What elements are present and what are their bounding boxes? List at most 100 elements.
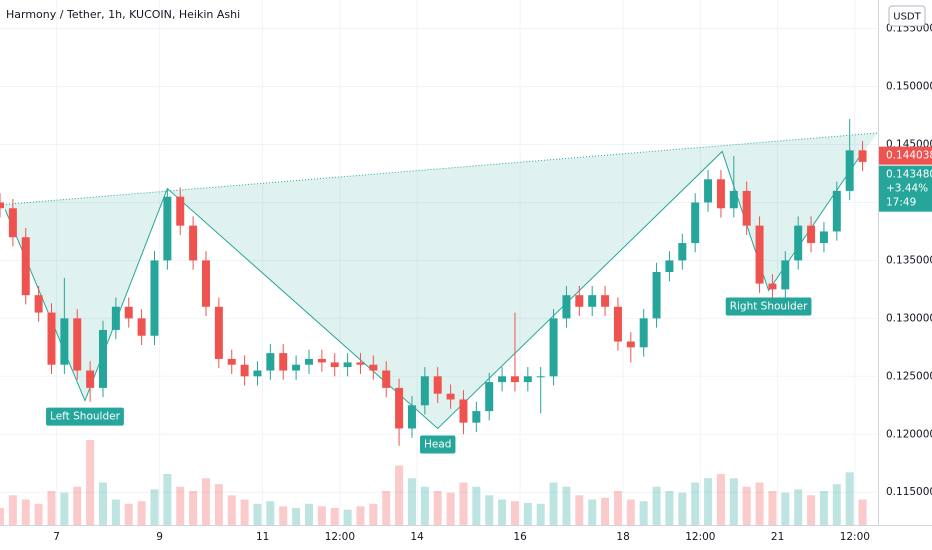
y-tick-label: 0.115000 [886, 486, 932, 498]
candle-body [639, 318, 648, 348]
volume-bar [356, 506, 365, 525]
volume-bar [150, 489, 159, 525]
volume-bar [214, 484, 223, 525]
volume-bar [704, 478, 713, 525]
candle-body [266, 353, 275, 371]
candle-body [21, 237, 30, 296]
candle-body [498, 376, 507, 383]
price-tag-label: 0.144038 [886, 150, 932, 162]
y-tick-label: 0.135000 [886, 254, 932, 266]
volume-bar [601, 497, 610, 525]
candle-body [137, 318, 146, 336]
x-tick-label: 21 [771, 531, 784, 543]
candle-body [382, 370, 391, 388]
candle-body [716, 179, 725, 209]
x-tick-label: 7 [53, 531, 60, 543]
volume-bar [832, 484, 841, 525]
pattern-label-box [725, 297, 812, 316]
candle-body [459, 399, 468, 423]
volume-bar [459, 482, 468, 525]
y-tick-label: 0.120000 [886, 428, 932, 440]
price-tag-label: 0.143480 [886, 169, 932, 181]
candle-body [523, 376, 532, 383]
candle-body [755, 225, 764, 284]
pattern-label: Head [424, 438, 451, 450]
volume-bar [781, 492, 790, 525]
candle-body [652, 272, 661, 319]
candle-body [536, 376, 545, 378]
candle-body [768, 283, 777, 290]
candle-body [86, 370, 95, 388]
volume-bar [472, 486, 481, 525]
candle-body [420, 376, 429, 406]
candle-body [845, 150, 854, 191]
candle-body [549, 318, 558, 377]
candle-body [214, 306, 223, 359]
candle-body [163, 196, 172, 261]
volume-bar [562, 486, 571, 525]
candle-body [446, 393, 455, 400]
y-tick-label: 0.125000 [886, 370, 932, 382]
pattern-area [0, 132, 878, 429]
volume-bar [691, 482, 700, 525]
grid [0, 0, 878, 525]
pattern-labels: Left Shoulder Head Right Shoulder [46, 297, 812, 454]
candle-body [575, 295, 584, 307]
volume-bar [0, 508, 4, 525]
candle-body [665, 260, 674, 273]
volume-bar [652, 486, 661, 525]
candle-body [794, 225, 803, 261]
volume-bar [73, 486, 82, 525]
volume-bar [536, 503, 545, 525]
volume-bar [768, 491, 777, 525]
volume-bar [665, 491, 674, 525]
pattern-label: Right Shoulder [730, 301, 808, 313]
axes: 7 9 11 12:00 14 16 18 12:00 21 12:00 0.115000 0.120… [53, 23, 932, 543]
x-tick-label: 9 [156, 531, 163, 543]
volume-bar [845, 472, 854, 525]
volume-bar [266, 501, 275, 525]
candle-body [111, 306, 120, 330]
candle-body [330, 362, 339, 368]
candle-body [98, 329, 107, 388]
price-tag-label: 17:49 [886, 197, 916, 209]
currency-label[interactable]: USDT [893, 12, 921, 23]
volume-bar [420, 486, 429, 525]
volume-bar [343, 509, 352, 525]
x-tick-label: 16 [513, 531, 527, 543]
candle-body [601, 295, 610, 307]
volume-bar [201, 478, 210, 525]
candle-body [189, 225, 198, 261]
x-tick-label: 12:00 [685, 531, 715, 543]
volume-bar [716, 474, 725, 525]
candle-body [8, 208, 17, 238]
candle-body [240, 364, 249, 377]
volume-bar [742, 486, 751, 525]
volume-pane [0, 440, 867, 525]
candle-body [369, 364, 378, 371]
volume-bar [807, 495, 816, 525]
volume-bar [639, 501, 648, 525]
candle-body [588, 295, 597, 307]
volume-bar [549, 482, 558, 525]
candle-body [279, 353, 288, 371]
volume-bar [98, 482, 107, 525]
currency-box[interactable] [888, 5, 926, 27]
volume-bar [678, 492, 687, 525]
volume-bar [369, 503, 378, 525]
x-tick-label: 11 [256, 531, 269, 543]
x-tick-label: 12:00 [325, 531, 355, 543]
volume-bar [240, 499, 249, 525]
candle-body [472, 411, 481, 423]
volume-bar [613, 491, 622, 525]
volume-bar [626, 499, 635, 525]
candle-body [201, 260, 210, 307]
volume-bar [588, 499, 597, 525]
volume-bar [330, 508, 339, 525]
volume-bar [523, 502, 532, 525]
candle-body [60, 318, 69, 365]
candle-body [304, 358, 313, 365]
volume-bar [253, 503, 262, 525]
